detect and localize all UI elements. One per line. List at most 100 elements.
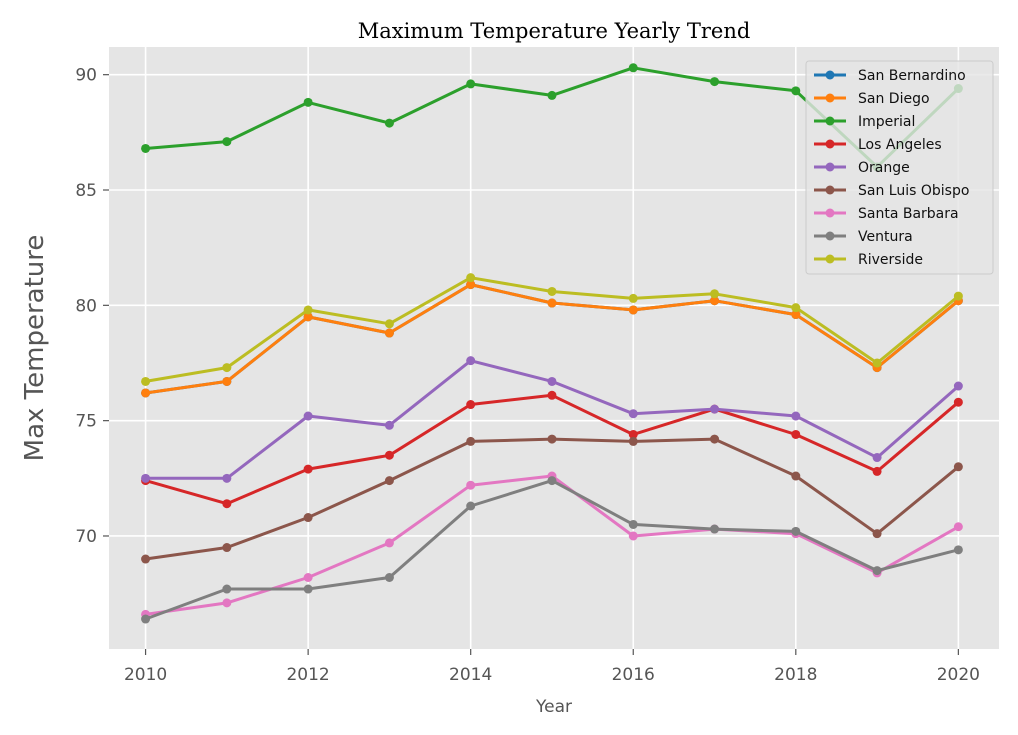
data-point-imperial xyxy=(710,77,720,87)
data-point-riverside xyxy=(872,358,882,368)
data-point-riverside xyxy=(303,305,313,315)
legend-label: San Bernardino xyxy=(858,68,966,84)
data-point-san-luis-obispo xyxy=(222,543,232,553)
data-point-san-luis-obispo xyxy=(466,436,476,446)
legend-marker xyxy=(825,254,835,264)
legend-box xyxy=(805,60,994,275)
data-point-san-luis-obispo xyxy=(953,462,963,472)
series-los-angeles xyxy=(141,390,963,509)
data-point-santa-barbara xyxy=(466,480,476,490)
data-point-imperial xyxy=(547,90,557,100)
y-axis-title: Max Temperature xyxy=(20,235,50,462)
legend-label: Ventura xyxy=(858,229,913,245)
data-point-san-diego xyxy=(303,312,313,322)
data-point-orange xyxy=(872,453,882,463)
legend-label: Imperial xyxy=(858,114,915,130)
data-point-riverside xyxy=(791,303,801,313)
data-point-ventura xyxy=(384,572,394,582)
data-point-riverside xyxy=(953,291,963,301)
data-point-san-diego xyxy=(222,376,232,386)
legend-marker xyxy=(825,185,835,195)
data-point-orange xyxy=(953,381,963,391)
data-point-riverside xyxy=(384,319,394,329)
data-point-san-diego xyxy=(141,388,151,398)
legend-label: Orange xyxy=(858,160,910,176)
data-point-san-diego xyxy=(466,280,476,290)
data-point-santa-barbara xyxy=(222,598,232,608)
legend-marker xyxy=(825,208,835,218)
data-point-imperial xyxy=(303,97,313,107)
data-point-san-diego xyxy=(547,298,557,308)
data-point-riverside xyxy=(628,293,638,303)
data-point-san-diego xyxy=(384,328,394,338)
y-tick-label: 85 xyxy=(75,181,97,201)
data-point-santa-barbara xyxy=(953,522,963,532)
data-point-san-diego xyxy=(628,305,638,315)
series-san-luis-obispo xyxy=(141,434,963,564)
data-point-riverside xyxy=(547,286,557,296)
data-point-orange xyxy=(547,376,557,386)
data-point-los-angeles xyxy=(384,450,394,460)
x-tick-label: 2010 xyxy=(124,665,167,685)
x-tick-labels: 2010 2012 2014 2016 2018 2020 xyxy=(124,649,980,685)
legend-marker xyxy=(825,231,835,241)
data-point-imperial xyxy=(141,143,151,153)
data-point-los-angeles xyxy=(953,397,963,407)
data-point-santa-barbara xyxy=(628,531,638,541)
data-point-riverside xyxy=(710,289,720,299)
x-tick-label: 2014 xyxy=(449,665,492,685)
data-point-ventura xyxy=(872,566,882,576)
legend-entry: Riverside xyxy=(814,252,923,268)
y-tick-labels: 70 75 80 85 90 xyxy=(75,66,109,547)
legend-entry: San Bernardino xyxy=(814,68,966,84)
series-orange xyxy=(141,356,963,483)
data-point-ventura xyxy=(547,476,557,486)
legend-entry: San Luis Obispo xyxy=(814,183,969,199)
legend-entry: Ventura xyxy=(814,229,913,245)
legend-entry: Santa Barbara xyxy=(814,206,959,222)
data-point-ventura xyxy=(303,584,313,594)
legend-entry: Imperial xyxy=(814,114,915,130)
data-point-ventura xyxy=(953,545,963,555)
legend-marker xyxy=(825,162,835,172)
series-group xyxy=(141,63,963,624)
data-point-ventura xyxy=(222,584,232,594)
data-point-los-angeles xyxy=(222,499,232,509)
data-point-orange xyxy=(222,473,232,483)
x-tick-label: 2012 xyxy=(286,665,329,685)
x-tick-label: 2016 xyxy=(612,665,655,685)
legend-label: San Luis Obispo xyxy=(858,183,969,199)
data-point-san-diego xyxy=(791,310,801,320)
y-tick-label: 80 xyxy=(75,296,97,316)
data-point-orange xyxy=(384,420,394,430)
x-axis-title: Year xyxy=(535,697,572,717)
data-point-san-luis-obispo xyxy=(384,476,394,486)
data-point-los-angeles xyxy=(791,429,801,439)
data-point-orange xyxy=(303,411,313,421)
legend-marker xyxy=(825,93,835,103)
legend-entry: San Diego xyxy=(814,91,930,107)
data-point-ventura xyxy=(791,526,801,536)
legend-label: Santa Barbara xyxy=(858,206,959,222)
data-point-ventura xyxy=(466,501,476,511)
data-point-imperial xyxy=(791,86,801,96)
data-point-san-luis-obispo xyxy=(141,554,151,564)
data-point-los-angeles xyxy=(872,466,882,476)
data-point-san-luis-obispo xyxy=(547,434,557,444)
data-point-ventura xyxy=(710,524,720,534)
data-point-san-luis-obispo xyxy=(872,529,882,539)
y-tick-label: 90 xyxy=(75,66,97,86)
legend-marker xyxy=(825,139,835,149)
x-tick-label: 2018 xyxy=(774,665,817,685)
data-point-san-luis-obispo xyxy=(791,471,801,481)
data-point-san-luis-obispo xyxy=(710,434,720,444)
data-point-los-angeles xyxy=(628,429,638,439)
data-point-orange xyxy=(466,356,476,366)
series-ventura xyxy=(141,476,963,624)
data-point-imperial xyxy=(222,137,232,147)
legend-label: San Diego xyxy=(858,91,930,107)
legend-entry: Los Angeles xyxy=(814,137,942,153)
legend: San Bernardino San Diego Imperial Los Angel… xyxy=(805,60,994,275)
data-point-riverside xyxy=(141,376,151,386)
